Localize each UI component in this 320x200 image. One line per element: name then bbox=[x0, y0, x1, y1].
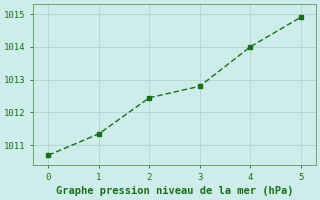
X-axis label: Graphe pression niveau de la mer (hPa): Graphe pression niveau de la mer (hPa) bbox=[56, 186, 293, 196]
